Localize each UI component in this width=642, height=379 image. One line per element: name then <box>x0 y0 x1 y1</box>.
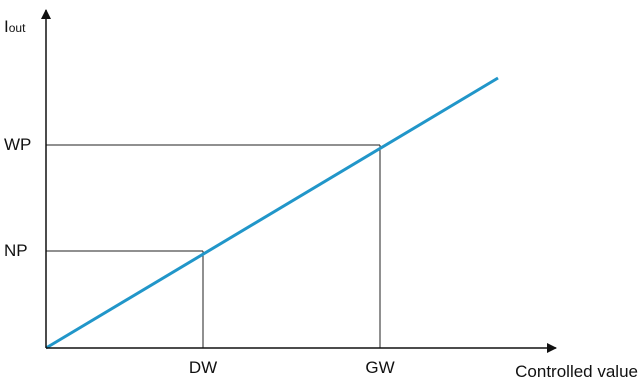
y-tick-np-label: NP <box>4 241 28 260</box>
characteristic-line <box>45 76 499 350</box>
x-tick-gw-label: GW <box>365 358 394 377</box>
y-tick-wp-label: WP <box>4 135 31 154</box>
x-tick-dw-label: DW <box>189 358 217 377</box>
y-axis-label: Iout <box>4 17 26 36</box>
x-axis-label: Controlled value <box>515 362 638 379</box>
